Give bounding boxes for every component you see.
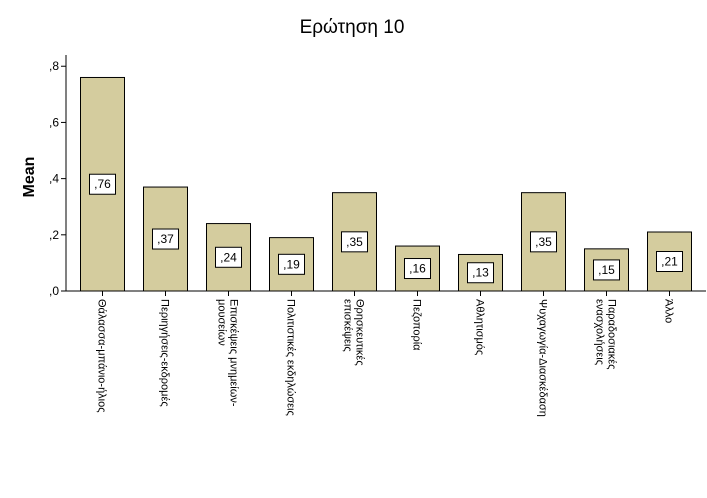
x-category-label: Άλλο bbox=[663, 299, 675, 323]
x-category-label-line: Περιηγήσεις-εκδρομές bbox=[159, 299, 171, 407]
x-category-label-line: Ψυχαγωγία-Διασκέδαση bbox=[537, 299, 549, 417]
x-category-label-line: Πολιτιστικές εκδηλώσεις bbox=[285, 299, 297, 416]
chart-title: Ερώτηση 10 bbox=[300, 17, 405, 38]
x-category-label: Πεζοπορία bbox=[411, 299, 423, 351]
y-tick-label: ,0 bbox=[49, 284, 59, 298]
x-category-label-line: Παραδοσιακές bbox=[606, 299, 618, 369]
data-label: ,13 bbox=[472, 266, 489, 280]
data-label: ,35 bbox=[535, 235, 552, 249]
y-tick-label: ,8 bbox=[49, 59, 59, 73]
x-category-labels: Θάλασσα-μπάνιο-ήλιος Περιηγήσεις-εκδρομές… bbox=[96, 299, 675, 417]
data-label: ,19 bbox=[283, 257, 300, 271]
x-category-label-line: επισκέψεις bbox=[342, 299, 354, 352]
x-category-label: Περιηγήσεις-εκδρομές bbox=[159, 299, 171, 407]
data-label-box bbox=[215, 246, 242, 268]
data-label-box bbox=[341, 231, 368, 253]
y-tick-label: ,6 bbox=[49, 115, 59, 129]
data-label-box bbox=[89, 173, 116, 195]
data-label: ,35 bbox=[346, 235, 363, 249]
data-label: ,76 bbox=[94, 177, 111, 191]
x-category-label-line: Πεζοπορία bbox=[411, 299, 423, 351]
x-category-label: Αθλητισμός bbox=[474, 299, 486, 355]
x-category-label-line: Αθλητισμός bbox=[474, 299, 486, 355]
x-category-label-line: μουσείων bbox=[216, 299, 228, 346]
x-category-label: Ψυχαγωγία-Διασκέδαση bbox=[537, 299, 549, 417]
x-category-label-line: Επισκέψεις μνημείων- bbox=[228, 299, 240, 407]
data-label-box bbox=[278, 253, 305, 275]
x-category-label-line: Άλλο bbox=[663, 299, 675, 323]
data-label-box bbox=[656, 251, 683, 272]
data-label-box bbox=[530, 231, 557, 253]
y-axis-label: Mean bbox=[21, 157, 38, 198]
data-label-box bbox=[593, 259, 620, 281]
x-category-label-line: ενασχολήσεις bbox=[594, 299, 606, 365]
y-tick-label: ,4 bbox=[49, 172, 59, 186]
x-category-label-line: Θρησκευτικές bbox=[354, 299, 366, 366]
data-labels: ,76 ,37 ,24 ,19 ,35 ,16 ,13 ,35 ,15 ,21 bbox=[89, 173, 683, 284]
y-tick-label: ,2 bbox=[49, 228, 59, 242]
data-label: ,16 bbox=[409, 262, 426, 276]
x-category-label: Πολιτιστικές εκδηλώσεις bbox=[285, 299, 297, 416]
bars bbox=[80, 76, 692, 292]
data-label-box bbox=[467, 262, 494, 284]
data-label-box bbox=[404, 258, 431, 280]
data-label: ,37 bbox=[157, 232, 174, 246]
x-category-label-line: Θάλασσα-μπάνιο-ήλιος bbox=[96, 299, 108, 413]
data-label-box bbox=[152, 228, 179, 250]
data-label: ,15 bbox=[598, 263, 615, 277]
data-label: ,24 bbox=[220, 250, 237, 264]
data-label: ,21 bbox=[661, 255, 678, 269]
x-category-label: Θάλασσα-μπάνιο-ήλιος bbox=[96, 299, 108, 413]
x-category-label: Επισκέψεις μνημείων-μουσείων bbox=[216, 299, 240, 407]
